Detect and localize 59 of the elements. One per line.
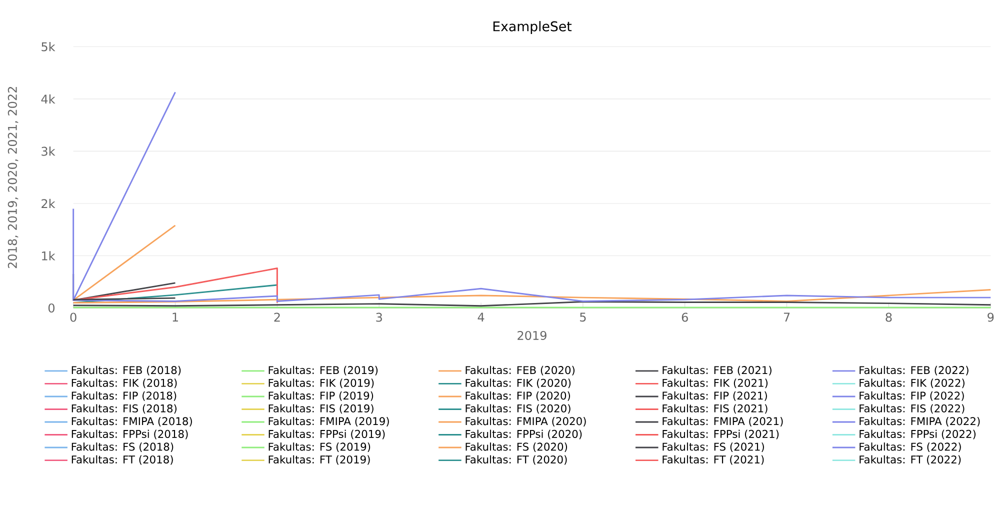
legend-label: Fakultas: FT (2019): [268, 455, 370, 465]
y-tick-label: 5k: [42, 42, 56, 52]
legend-label: Fakultas: FMIPA (2018): [72, 416, 192, 426]
legend-label: Fakultas: FS (2022): [860, 442, 961, 452]
legend-label: Fakultas: FIS (2020): [466, 404, 570, 414]
x-tick-label: 8: [886, 312, 892, 322]
y-tick-label: 2k: [42, 198, 56, 208]
legend-label: Fakultas: FIP (2021): [662, 391, 767, 401]
legend-label: Fakultas: FIK (2022): [860, 378, 964, 388]
x-tick-label: 2: [274, 312, 280, 322]
legend-label: Fakultas: FIP (2019): [268, 391, 374, 401]
legend-label: Fakultas: FIS (2022): [860, 404, 964, 414]
x-tick-label: 1: [172, 312, 178, 322]
legend-label: Fakultas: FIK (2019): [268, 378, 374, 388]
legend-label: Fakultas: FS (2019): [268, 442, 370, 452]
legend-label: Fakultas: FEB (2019): [268, 366, 378, 376]
y-tick-label: 3k: [42, 146, 56, 156]
x-tick-label: 6: [682, 312, 688, 322]
legend-label: Fakultas: FEB (2021): [662, 366, 772, 376]
legend-label: Fakultas: FMIPA (2022): [860, 416, 980, 426]
legend-label: Fakultas: FS (2018): [72, 442, 174, 452]
chart-title: ExampleSet: [493, 21, 572, 34]
x-tick-label: 4: [478, 312, 484, 322]
legend-label: Fakultas: FIS (2019): [268, 404, 374, 414]
legend-label: Fakultas: FIK (2018): [72, 378, 177, 388]
legend-label: Fakultas: FPPsi (2019): [268, 430, 385, 440]
legend-label: Fakultas: FS (2020): [466, 442, 568, 452]
legend-label: Fakultas: FIP (2018): [72, 391, 176, 401]
legend-label: Fakultas: FPPsi (2021): [662, 430, 779, 440]
y-axis-title: 2018, 2019, 2020, 2021, 2022: [8, 86, 18, 268]
y-tick-label: 0: [48, 303, 54, 313]
legend-label: Fakultas: FMIPA (2021): [662, 416, 783, 426]
x-tick-label: 3: [376, 312, 382, 322]
legend-label: Fakultas: FEB (2020): [466, 366, 575, 376]
y-tick-label: 4k: [41, 94, 56, 104]
legend-label: Fakultas: FT (2020): [466, 455, 567, 465]
legend-label: Fakultas: FT (2018): [72, 455, 173, 465]
legend-label: Fakultas: FPPsi (2020): [466, 430, 582, 440]
x-tick-label: 0: [70, 312, 76, 322]
legend-label: Fakultas: FIK (2020): [466, 378, 571, 388]
x-tick-label: 9: [988, 312, 994, 322]
x-axis-title: 2019: [518, 330, 546, 340]
legend-label: Fakultas: FEB (2022): [860, 366, 968, 376]
y-tick-label: 1k: [42, 251, 56, 260]
legend-label: Fakultas: FIS (2021): [662, 404, 768, 414]
legend-label: Fakultas: FPPsi (2018): [72, 430, 188, 440]
x-tick-label: 7: [784, 312, 790, 322]
legend-label: Fakultas: FIS (2018): [72, 404, 176, 414]
legend-label: Fakultas: FIP (2022): [860, 391, 964, 401]
legend-label: Fakultas: FS (2021): [662, 442, 764, 452]
legend-label: Fakultas: FMIPA (2020): [466, 416, 586, 426]
legend-label: Fakultas: FT (2022): [860, 455, 961, 465]
legend-label: Fakultas: FIK (2021): [662, 378, 768, 388]
legend-label: Fakultas: FEB (2018): [72, 366, 181, 376]
legend-label: Fakultas: FPPsi (2022): [860, 430, 976, 440]
legend-label: Fakultas: FT (2021): [662, 455, 764, 465]
legend-label: Fakultas: FMIPA (2019): [268, 416, 389, 426]
x-tick-label: 5: [580, 312, 586, 322]
legend-label: Fakultas: FIP (2020): [466, 391, 570, 401]
